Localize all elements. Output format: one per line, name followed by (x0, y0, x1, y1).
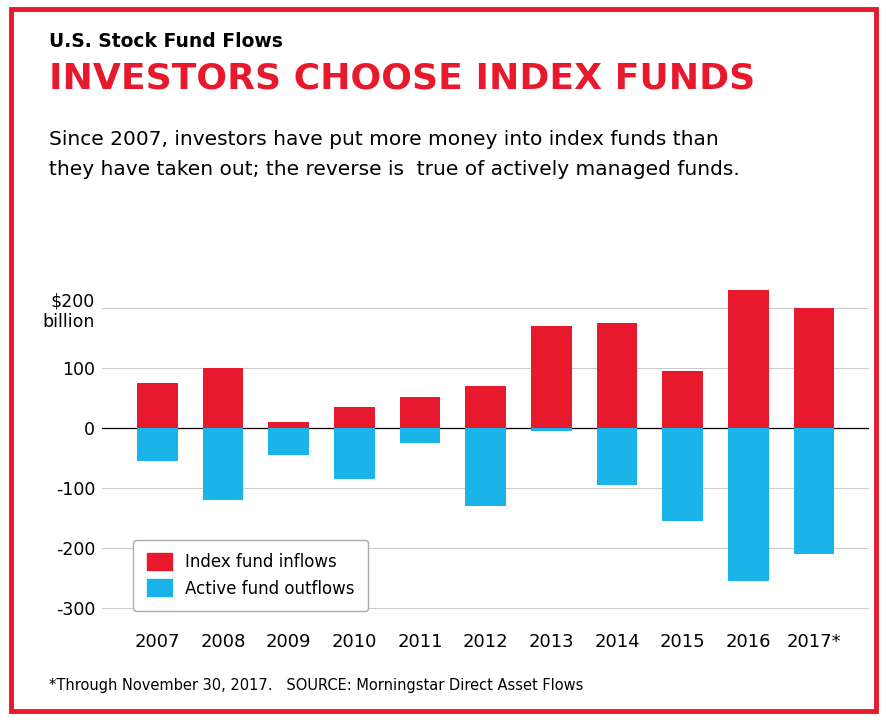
Bar (202, 428, 243, 500)
Bar (136, 383, 177, 428)
Bar (400, 428, 439, 444)
Bar (662, 372, 703, 428)
Bar (727, 428, 768, 582)
Bar (727, 290, 768, 428)
Text: INVESTORS CHOOSE INDEX FUNDS: INVESTORS CHOOSE INDEX FUNDS (49, 61, 754, 95)
Bar (202, 369, 243, 428)
Bar (333, 428, 374, 480)
Bar (465, 387, 505, 428)
Text: *Through November 30, 2017.   SOURCE: Morningstar Direct Asset Flows: *Through November 30, 2017. SOURCE: Morn… (49, 678, 582, 693)
Text: Since 2007, investors have put more money into index funds than: Since 2007, investors have put more mone… (49, 130, 718, 148)
Legend: Index fund inflows, Active fund outflows: Index fund inflows, Active fund outflows (133, 539, 368, 611)
Text: they have taken out; the reverse is  true of actively managed funds.: they have taken out; the reverse is true… (49, 160, 739, 179)
Bar (531, 326, 571, 428)
Bar (531, 428, 571, 431)
Bar (400, 397, 439, 428)
Bar (662, 428, 703, 521)
Bar (793, 308, 834, 428)
Bar (268, 423, 308, 428)
Bar (268, 428, 308, 455)
Bar (793, 428, 834, 554)
Bar (596, 428, 637, 485)
Bar (136, 428, 177, 462)
Bar (465, 428, 505, 506)
Bar (333, 408, 374, 428)
Text: U.S. Stock Fund Flows: U.S. Stock Fund Flows (49, 32, 283, 51)
Bar (596, 323, 637, 428)
